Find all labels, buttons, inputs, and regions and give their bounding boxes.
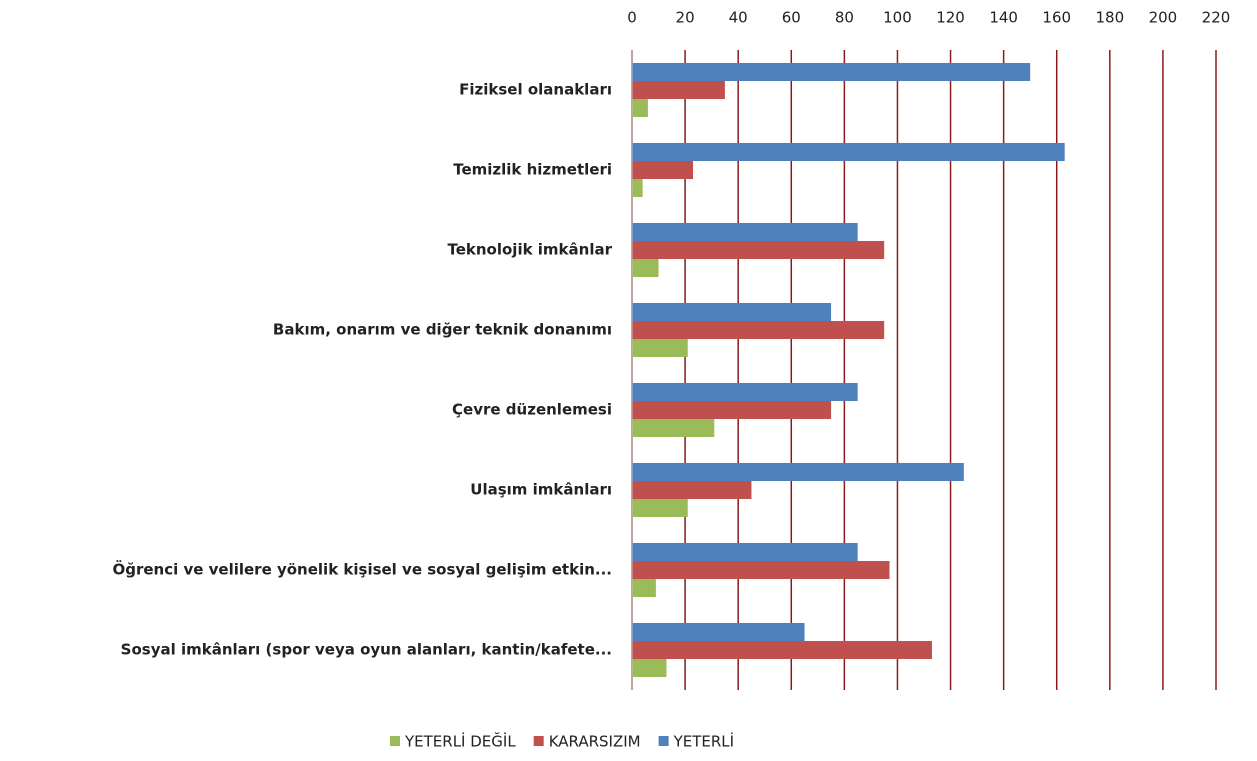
x-tick-label: 0 — [627, 9, 637, 27]
x-tick-label: 180 — [1095, 9, 1124, 27]
y-tick-label: Teknolojik imkânlar — [447, 241, 612, 259]
y-tick-label: Bakım, onarım ve diğer teknik donanımı — [273, 321, 612, 339]
bar — [632, 223, 858, 241]
y-tick-label: Ulaşım imkânları — [470, 481, 612, 499]
legend-swatch — [658, 736, 669, 746]
bar — [632, 241, 885, 259]
bar — [632, 161, 694, 179]
bar — [632, 463, 964, 481]
bar — [632, 63, 1031, 81]
legend-label: KARARSIZIM — [549, 733, 641, 751]
bar — [632, 641, 932, 659]
x-tick-label: 60 — [782, 9, 801, 27]
bar — [632, 401, 832, 419]
bar — [632, 143, 1065, 161]
bar — [632, 561, 890, 579]
x-tick-label: 120 — [936, 9, 965, 27]
bar — [632, 543, 858, 561]
bar — [632, 481, 752, 499]
legend-label: YETERLİ — [673, 732, 734, 751]
bar — [632, 419, 715, 437]
bar — [632, 659, 667, 677]
y-tick-label: Çevre düzenlemesi — [452, 401, 612, 419]
y-tick-label: Fiziksel olanakları — [459, 81, 612, 99]
y-tick-label: Öğrenci ve velilere yönelik kişisel ve s… — [112, 560, 612, 579]
y-tick-label: Temizlik hizmetleri — [453, 161, 612, 179]
y-tick-label: Sosyal imkânları (spor veya oyun alanlar… — [121, 641, 612, 659]
legend-swatch — [533, 736, 544, 746]
x-tick-label: 200 — [1149, 9, 1178, 27]
x-tick-label: 80 — [835, 9, 854, 27]
bar — [632, 259, 659, 277]
legend-swatch — [390, 736, 400, 746]
x-tick-label: 220 — [1202, 9, 1231, 27]
bar — [632, 179, 643, 197]
bar — [632, 383, 858, 401]
x-tick-label: 100 — [883, 9, 912, 27]
bar — [632, 303, 832, 321]
x-tick-label: 20 — [676, 9, 695, 27]
bar — [632, 321, 885, 339]
bar — [632, 579, 656, 597]
x-tick-label: 160 — [1042, 9, 1071, 27]
bar — [632, 499, 688, 517]
x-tick-label: 40 — [729, 9, 748, 27]
legend-label: YETERLİ DEĞİL — [404, 732, 516, 751]
bar — [632, 623, 805, 641]
bar — [632, 81, 725, 99]
bar — [632, 339, 688, 357]
bar — [632, 99, 648, 117]
x-tick-label: 140 — [989, 9, 1018, 27]
